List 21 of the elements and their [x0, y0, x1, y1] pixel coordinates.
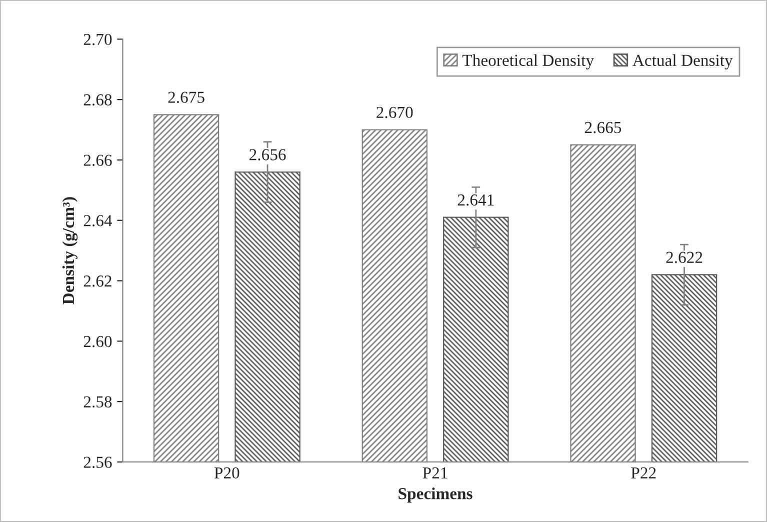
y-tick-label: 2.58 [84, 396, 112, 408]
data-label: 2.665 [584, 122, 622, 134]
x-tick-label: P21 [422, 467, 448, 478]
y-tick-label: 2.62 [84, 276, 112, 287]
y-tick-label: 2.70 [84, 34, 112, 46]
y-tick-label: 2.66 [84, 154, 112, 166]
y-tick-label: 2.56 [84, 456, 112, 468]
y-tick-label: 2.64 [84, 215, 112, 226]
y-tick-label: 2.68 [84, 94, 112, 106]
y-axis-title: Density (g/cm³) [62, 197, 78, 304]
data-label: 2.622 [666, 252, 702, 264]
data-label: 2.675 [168, 92, 204, 104]
legend-label: Actual Density [632, 54, 733, 70]
x-tick-label: P20 [214, 467, 240, 479]
data-label: 2.656 [250, 149, 286, 160]
data-label: 2.670 [376, 106, 413, 118]
data-label: 2.641 [458, 194, 494, 206]
legend-label: Theoretical Density [462, 54, 594, 70]
y-tick-label: 2.60 [84, 336, 112, 348]
x-tick-label: P22 [631, 467, 656, 478]
x-axis-title: Specimens [398, 488, 472, 503]
